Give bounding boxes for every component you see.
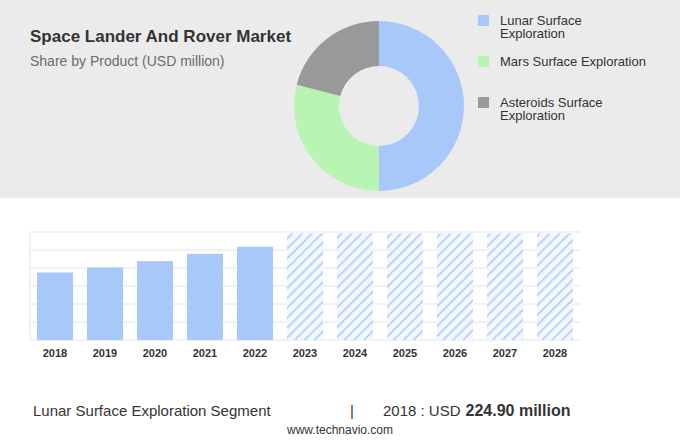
legend-swatch <box>478 97 489 108</box>
bar <box>187 254 223 340</box>
bars <box>37 234 573 341</box>
annotation: Lunar Surface Exploration Segment <box>33 402 271 419</box>
legend-label: Asteroids SurfaceExploration <box>500 95 603 123</box>
grid <box>30 232 580 340</box>
legend-label-line: Exploration <box>500 26 565 41</box>
top-panel <box>0 0 680 198</box>
x-tick-label: 2020 <box>143 347 167 359</box>
x-tick-label: 2026 <box>443 347 467 359</box>
x-tick-label: 2018 <box>43 347 67 359</box>
donut-slice <box>297 21 379 96</box>
legend-swatch <box>478 56 489 67</box>
legend-swatch <box>478 15 489 26</box>
chart-canvas: Space Lander And Rover Market Share by Pr… <box>0 0 680 440</box>
legend-label: Lunar SurfaceExploration <box>500 13 582 41</box>
bar <box>87 267 123 340</box>
x-tick-label: 2024 <box>343 347 368 359</box>
title: Space Lander And Rover Market <box>30 27 291 46</box>
page: {"chart_data": [ {"type": "donut", "titl… <box>0 0 680 440</box>
legend-label: Mars Surface Exploration <box>500 54 646 69</box>
forecast-bar <box>337 234 373 341</box>
forecast-bar <box>537 234 573 341</box>
x-tick-label: 2028 <box>543 347 567 359</box>
donut <box>294 21 464 191</box>
annotation: 224.90 million <box>466 402 571 419</box>
bar <box>137 261 173 340</box>
source: www.technavio.com <box>286 423 393 437</box>
legend-label-line: Mars Surface Exploration <box>500 54 646 69</box>
x-tick-label: 2027 <box>493 347 517 359</box>
donut-slice <box>294 85 379 191</box>
subtitle: Share by Product (USD million) <box>30 53 225 69</box>
donut-slice <box>379 21 464 191</box>
bottom-panel <box>0 205 680 440</box>
forecast-bar <box>437 234 473 341</box>
legend-label-line: Exploration <box>500 108 565 123</box>
forecast-bar <box>487 234 523 341</box>
y-axis-line <box>30 232 31 340</box>
x-tick-label: 2023 <box>293 347 317 359</box>
x-tick-label: 2025 <box>393 347 417 359</box>
annotation: | <box>350 402 354 419</box>
bar <box>237 247 273 340</box>
x-tick-label: 2021 <box>193 347 217 359</box>
forecast-bar <box>287 234 323 341</box>
legend: Lunar SurfaceExploration Mars Surface Exp… <box>478 13 646 123</box>
bar <box>37 273 73 340</box>
annotation: 2018 : USD <box>383 402 461 419</box>
grid-line <box>30 232 580 233</box>
forecast-bar <box>387 234 423 341</box>
x-tick-label: 2019 <box>93 347 117 359</box>
x-tick-label: 2022 <box>243 347 267 359</box>
